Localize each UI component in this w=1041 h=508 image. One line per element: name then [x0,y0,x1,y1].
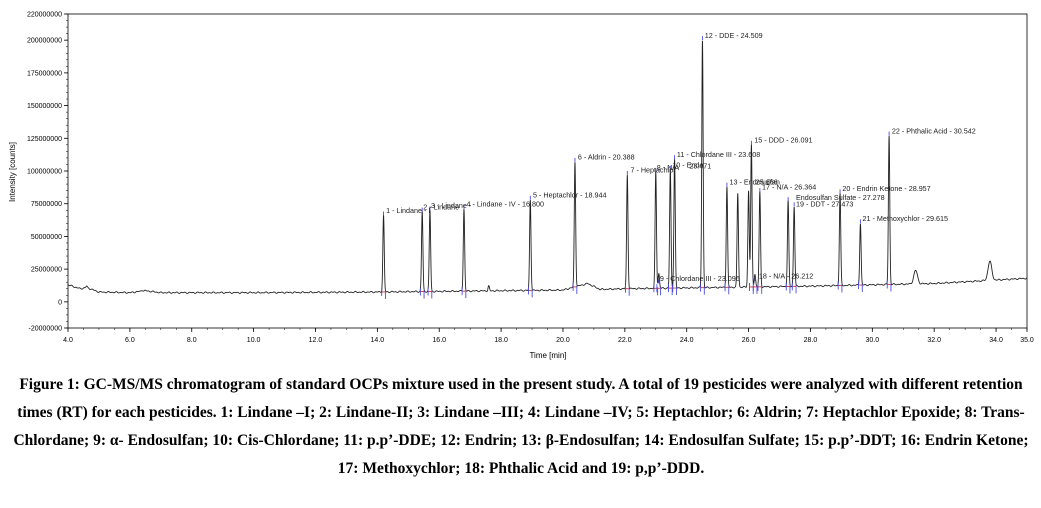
peak-annotation: 4 - Lindane - IV - 16.800 [467,200,545,209]
chromatogram-svg: 220000000 200000000 175000000 150000000 1250… [8,12,1034,361]
y-axis-label: Intensity [counts] [8,142,17,202]
peak-annotation: 12 - DDE - 24.509 [705,31,763,40]
peak-annotation: 20 - Endrin Ketone - 28.957 [842,184,930,193]
y-tick-label: 150000000 [27,103,62,110]
peak-annotation: 22 - Phthalic Acid - 30.542 [892,126,976,135]
peak-annotation: 18 - N/A - 26.212 [759,272,813,281]
x-axis-label: Time [min] [529,351,566,360]
x-tick-label: 28.0 [804,337,818,344]
trace-layer [67,36,1028,299]
peak-annotation: 7 - Heptachlor [630,166,676,175]
x-tick-label: 18.0 [494,337,508,344]
x-tick-label: 10.0 [247,337,261,344]
peak-annotation: 1 - Lindane - I [386,206,430,215]
y-tick-label: 200000000 [27,38,62,45]
y-tick-label: 100000000 [27,169,62,176]
peak-annotation: 5 - Heptachlor - 18.944 [533,190,607,199]
x-tick-label: 16.0 [432,337,446,344]
x-tick-label: 34.0 [989,337,1003,344]
peak-annotation: Endosulfan Sulfate - 27.278 [796,193,885,202]
peak-annotation: 9 - Chlordane III - 23.096 [660,274,740,283]
peak-annotation: 2 - Lindane [423,202,459,211]
y-tick-label: 220000000 [27,12,62,19]
plot-frame [67,13,1028,329]
x-tick-label: 22.0 [618,337,632,344]
peak-annotation: 8 - N/A [657,163,680,172]
peak-annotation: 25.666 [756,177,778,186]
y-tick-label: -20000000 [29,326,63,333]
peak-annotation: 10 - Endo [672,160,703,169]
x-tick-label: 6.0 [125,337,135,344]
peak-annotation: 11 - Chlordane III - 23.608 [677,150,760,159]
x-tick-label: 26.0 [742,337,756,344]
peak-annotation: 23.471 [689,162,711,171]
y-tick-label: 175000000 [27,70,62,77]
axis-layer: 220000000 200000000 175000000 150000000 1250… [27,12,1034,345]
y-tick-label: 75000000 [31,201,62,208]
chromatogram-trace [67,40,1028,294]
x-tick-label: 30.0 [866,337,880,344]
peak-annotation: 21 - Methoxychlor - 29.615 [862,214,948,223]
figure-caption: Figure 1: GC-MS/MS chromatogram of stand… [13,376,1029,477]
chromatogram-chart: 220000000 200000000 175000000 150000000 1250… [8,12,1034,361]
x-tick-label: 12.0 [309,337,323,344]
x-tick-label: 24.0 [680,337,694,344]
y-tick-label: 0 [58,299,62,306]
x-tick-label: 35.0 [1020,337,1034,344]
peak-annotation: 15 - DDD - 26.091 [754,136,812,145]
x-tick-label: 4.0 [63,337,73,344]
peak-annotation: 19 - DDT - 27.473 [796,200,853,209]
x-tick-label: 8.0 [187,337,197,344]
peak-annotation: 13 - Endosulfan [729,177,779,186]
y-tick-label: 125000000 [27,136,62,143]
peak-annotation: 17 - N/A - 26.364 [762,183,816,192]
peak-annotation: 3 - Lindane - [431,201,472,210]
x-tick-label: 14.0 [371,337,385,344]
x-tick-label: 32.0 [927,337,941,344]
y-tick-label: 50000000 [31,234,62,241]
peak-annotation: 6 - Aldrin - 20.388 [578,153,635,162]
y-tick-label: 25000000 [31,267,62,274]
x-tick-label: 20.0 [556,337,570,344]
